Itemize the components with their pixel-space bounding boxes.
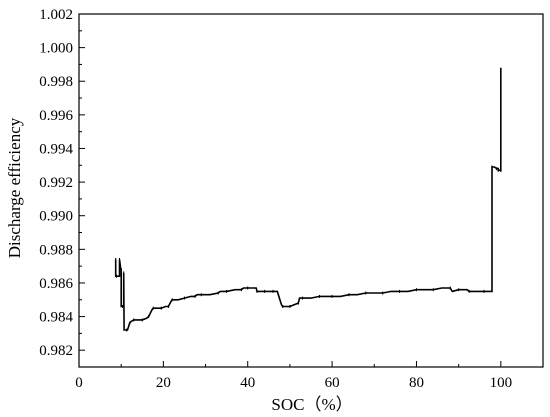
- y-axis: 0.982 0.984 0.986 0.988 0.990 0.992 0.994 0.996…: [39, 7, 85, 359]
- series-line: [114, 67, 502, 331]
- y-tick-label: 0.988: [39, 242, 73, 258]
- y-tick-label: 0.990: [39, 209, 73, 225]
- x-tick-label: 100: [490, 375, 513, 391]
- x-tick-label: 0: [75, 375, 83, 391]
- y-tick-label: 1.002: [39, 7, 73, 23]
- y-tick-label: 0.998: [39, 74, 73, 90]
- x-tick-label: 80: [409, 375, 424, 391]
- x-tick-label: 60: [325, 375, 340, 391]
- plot-border: [78, 13, 544, 368]
- x-axis: 0 20 40 60 80 100: [75, 361, 512, 391]
- series-group: [114, 67, 502, 332]
- y-tick-label: 0.996: [39, 108, 73, 124]
- y-tick-label: 0.994: [39, 141, 73, 157]
- x-axis-title: SOC（%）: [271, 395, 352, 414]
- y-tick-label: 0.986: [39, 276, 73, 292]
- plot-frame: [78, 13, 544, 368]
- y-tick-label: 0.984: [39, 310, 73, 326]
- y-axis-title: Discharge efficiency: [5, 117, 24, 258]
- y-tick-label: 0.982: [39, 343, 73, 359]
- x-tick-label: 20: [156, 375, 171, 391]
- x-tick-label: 40: [240, 375, 255, 391]
- y-tick-label: 0.992: [39, 175, 73, 191]
- y-tick-label: 1.000: [39, 41, 73, 57]
